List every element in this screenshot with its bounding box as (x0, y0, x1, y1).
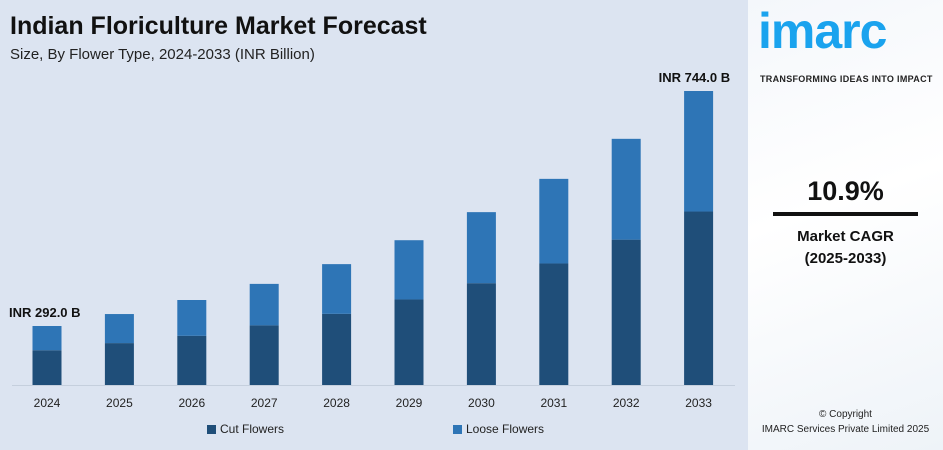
copyright: © Copyright IMARC Services Private Limit… (748, 407, 943, 437)
info-panel: imarc TRANSFORMING IDEAS INTO IMPACT 10.… (748, 0, 943, 450)
bar-loose-flowers-2031 (539, 178, 569, 264)
cagr-label: Market CAGR (2025-2033) (748, 226, 943, 270)
imarc-logo: imarc (758, 3, 887, 59)
bar-loose-flowers-2028 (322, 264, 352, 314)
x-tick-label: 2026 (178, 396, 205, 410)
divider (773, 212, 918, 216)
bar-cut-flowers-2025 (104, 343, 134, 385)
bar-chart: 2024 INR 292.0 B 2025 2026 2027 2028 2029 2030 2… (9, 70, 735, 410)
bar-loose-flowers-2030 (466, 212, 496, 284)
data-label: INR 744.0 B (659, 70, 731, 85)
x-tick-label: 2033 (685, 396, 712, 410)
x-tick-label: 2031 (540, 396, 567, 410)
bar-loose-flowers-2025 (104, 314, 134, 344)
x-tick-label: 2028 (323, 396, 350, 410)
chart-subtitle: Size, By Flower Type, 2024-2033 (INR Bil… (10, 46, 315, 63)
cagr-value: 10.9% (807, 176, 884, 206)
bar-cut-flowers-2030 (466, 283, 496, 385)
x-tick-label: 2024 (34, 396, 61, 410)
bar-cut-flowers-2031 (539, 263, 569, 385)
x-tick-label: 2027 (251, 396, 278, 410)
bar-cut-flowers-2027 (249, 325, 279, 385)
x-tick-label: 2030 (468, 396, 495, 410)
bar-cut-flowers-2029 (394, 299, 424, 385)
chart-title: Indian Floriculture Market Forecast (10, 12, 427, 40)
copyright-line1: © Copyright (819, 409, 872, 420)
bar-loose-flowers-2027 (249, 283, 279, 326)
data-label: INR 292.0 B (9, 305, 81, 320)
legend-swatch (207, 424, 216, 434)
bar-loose-flowers-2032 (611, 138, 641, 240)
legend-label: Loose Flowers (466, 422, 545, 436)
bar-loose-flowers-2033 (684, 91, 714, 212)
bar-cut-flowers-2028 (322, 313, 352, 385)
x-tick-label: 2029 (396, 396, 423, 410)
brand-tagline: TRANSFORMING IDEAS INTO IMPACT (760, 74, 933, 84)
x-tick-label: 2032 (613, 396, 640, 410)
legend-item-loose-flowers: Loose Flowers (453, 422, 544, 436)
bar-loose-flowers-2029 (394, 240, 424, 300)
bar-cut-flowers-2024 (32, 350, 62, 385)
cagr-period: (2025-2033) (804, 250, 887, 267)
legend-item-cut-flowers: Cut Flowers (207, 422, 284, 436)
x-tick-label: 2025 (106, 396, 133, 410)
copyright-line2: IMARC Services Private Limited 2025 (761, 424, 930, 435)
legend-swatch (453, 424, 462, 434)
legend-label: Cut Flowers (220, 422, 285, 436)
bar-loose-flowers-2024 (32, 326, 62, 351)
bar-cut-flowers-2032 (611, 239, 641, 385)
chart-panel: Indian Floriculture Market Forecast Size… (9, 12, 735, 436)
bar-loose-flowers-2026 (177, 300, 207, 336)
cagr-label-text: Market CAGR (797, 228, 894, 245)
bar-cut-flowers-2026 (177, 335, 207, 385)
bar-cut-flowers-2033 (684, 211, 714, 385)
